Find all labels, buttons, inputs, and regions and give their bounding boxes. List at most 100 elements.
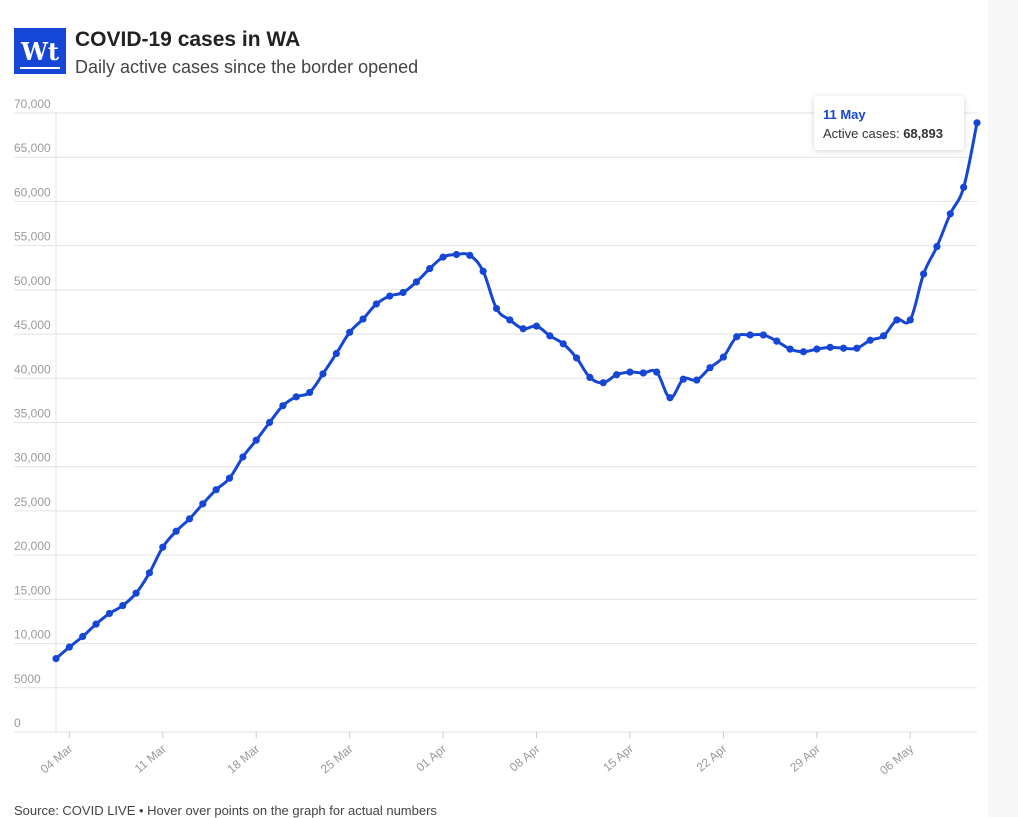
hover-tooltip: 11 May Active cases: 68,893 [814, 96, 964, 150]
data-point[interactable] [746, 331, 754, 339]
y-tick-label: 45,000 [14, 318, 51, 332]
data-point[interactable] [679, 375, 687, 383]
data-point[interactable] [439, 253, 447, 261]
data-point[interactable] [506, 316, 514, 324]
tooltip-value: 68,893 [903, 126, 943, 141]
data-point[interactable] [813, 345, 821, 353]
data-point[interactable] [586, 373, 594, 382]
data-point[interactable] [946, 210, 954, 218]
data-point[interactable] [866, 336, 874, 344]
x-tick-label: 18 Mar [225, 742, 263, 777]
data-point[interactable] [920, 270, 928, 278]
x-tick-label: 08 Apr [507, 742, 543, 775]
data-point[interactable] [693, 376, 701, 384]
data-point[interactable] [346, 328, 354, 336]
data-point[interactable] [759, 331, 768, 339]
data-point[interactable] [960, 183, 968, 191]
data-point[interactable] [519, 325, 527, 333]
y-tick-label: 40,000 [14, 362, 51, 376]
data-point[interactable] [145, 569, 154, 577]
data-point[interactable] [359, 315, 367, 323]
data-point[interactable] [666, 394, 674, 402]
data-point[interactable] [786, 345, 794, 353]
line-chart[interactable]: 0 5000 10,000 15,000 20,000 25,000 30,000 35,00… [0, 0, 1018, 800]
data-point[interactable] [225, 474, 234, 482]
data-point[interactable] [839, 344, 848, 352]
data-point[interactable] [319, 370, 327, 378]
data-point[interactable] [733, 333, 741, 341]
data-point[interactable] [492, 304, 501, 313]
data-point[interactable] [546, 332, 554, 340]
data-point[interactable] [853, 344, 861, 352]
data-point[interactable] [92, 620, 100, 628]
data-point[interactable] [626, 368, 634, 376]
data-point[interactable] [599, 379, 607, 387]
data-point[interactable] [532, 322, 541, 330]
data-point[interactable] [412, 278, 420, 286]
data-point[interactable] [212, 486, 220, 494]
y-tick-label: 20,000 [14, 539, 51, 553]
data-point[interactable] [119, 601, 127, 610]
data-point[interactable] [933, 242, 941, 251]
data-point[interactable] [719, 353, 727, 361]
data-point[interactable] [773, 337, 781, 345]
right-margin-strip [988, 0, 1018, 817]
x-tick-label: 11 Mar [132, 742, 169, 776]
wa-logo: Wt [14, 28, 66, 74]
data-point[interactable] [653, 368, 661, 376]
y-tick-label: 0 [14, 716, 21, 730]
data-point[interactable] [572, 354, 581, 362]
y-tick-label: 60,000 [14, 185, 51, 199]
data-point[interactable] [239, 453, 247, 461]
data-point[interactable] [799, 348, 808, 356]
data-point[interactable] [306, 388, 314, 397]
data-point[interactable] [372, 300, 380, 308]
data-point[interactable] [893, 316, 901, 324]
data-point[interactable] [199, 500, 207, 508]
data-point[interactable] [159, 543, 167, 551]
data-point[interactable] [252, 436, 260, 444]
data-point[interactable] [386, 292, 394, 300]
data-points[interactable] [52, 119, 981, 663]
y-tick-label: 65,000 [14, 141, 51, 155]
data-point[interactable] [906, 316, 914, 324]
y-tick-label: 50,000 [14, 274, 51, 288]
data-point[interactable] [559, 340, 567, 348]
data-point[interactable] [79, 632, 87, 641]
data-point[interactable] [826, 343, 834, 351]
data-point[interactable] [332, 349, 340, 358]
data-point[interactable] [399, 288, 407, 297]
data-point[interactable] [452, 250, 461, 259]
active-cases-line [54, 121, 979, 661]
y-tick-label: 15,000 [14, 583, 51, 597]
x-tick-label: 06 May [877, 742, 916, 778]
data-point[interactable] [973, 119, 981, 127]
y-tick-label: 25,000 [14, 495, 51, 509]
data-point[interactable] [105, 609, 113, 618]
y-tick-label: 35,000 [14, 407, 51, 421]
data-point[interactable] [879, 332, 888, 340]
data-point[interactable] [706, 364, 714, 372]
data-point[interactable] [466, 251, 474, 259]
data-point[interactable] [172, 527, 180, 535]
data-point[interactable] [639, 369, 647, 377]
data-point[interactable] [52, 655, 60, 663]
y-axis-ticks: 0 5000 10,000 15,000 20,000 25,000 30,000 35,00… [14, 97, 51, 730]
x-tick-label: 04 Mar [38, 742, 76, 777]
chart-subtitle: Daily active cases since the border open… [75, 57, 419, 77]
data-point[interactable] [479, 267, 487, 275]
source-note: Source: COVID LIVE • Hover over points o… [14, 803, 437, 818]
x-tick-label: 15 Apr [600, 742, 636, 775]
y-tick-label: 55,000 [14, 230, 51, 244]
data-point[interactable] [426, 265, 434, 273]
data-point[interactable] [292, 393, 300, 401]
x-tick-label: 22 Apr [694, 742, 730, 775]
data-point[interactable] [279, 402, 287, 410]
data-point[interactable] [265, 418, 274, 427]
x-tick-label: 29 Apr [787, 742, 823, 775]
data-point[interactable] [65, 643, 73, 651]
data-point[interactable] [185, 515, 194, 523]
data-point[interactable] [613, 371, 621, 379]
data-point[interactable] [132, 589, 140, 597]
x-axis-ticks: 04 Mar 11 Mar 18 Mar 25 Mar 01 Apr 08 Apr 15 A… [38, 732, 916, 778]
